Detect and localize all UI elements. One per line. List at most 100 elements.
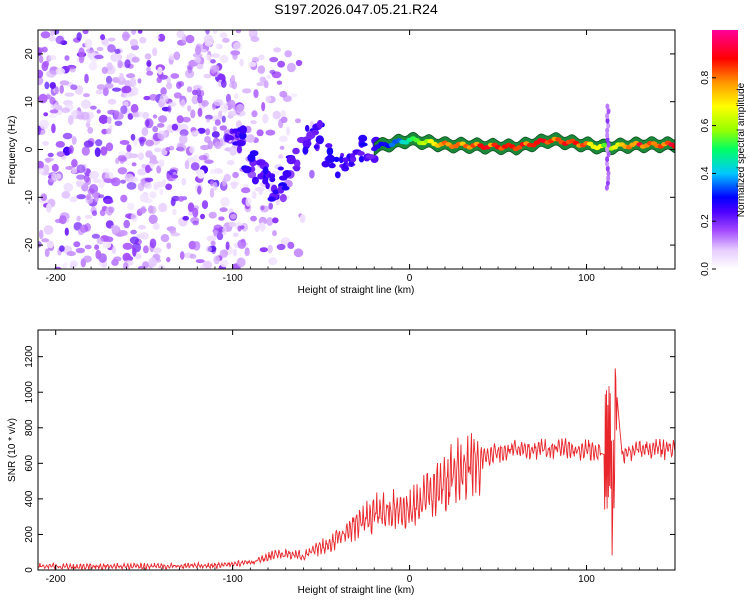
noise-blob <box>196 177 204 184</box>
signal-blob <box>272 189 280 195</box>
noise-blob <box>61 191 71 199</box>
noise-blob <box>38 69 44 79</box>
noise-blob <box>120 194 128 203</box>
noise-blob <box>131 56 140 63</box>
noise-blob <box>110 177 121 187</box>
snr-panel: -200 -100 0 100 0 200 400 600 800 1000 1200 Heigh… <box>7 329 676 596</box>
colorbar: 0.0 0.2 0.4 0.6 0.8 Normalized spectral ampl… <box>700 30 747 276</box>
noise-blob <box>48 55 57 61</box>
noise-blob <box>256 129 264 137</box>
noise-blob <box>137 30 143 34</box>
noise-blob <box>179 134 188 145</box>
noise-blob <box>295 59 303 67</box>
noise-blob <box>103 198 114 204</box>
noise-blob <box>251 191 257 199</box>
signal-blob <box>262 166 269 175</box>
noise-blob <box>129 39 139 47</box>
noise-blob <box>102 87 109 97</box>
noise-blob <box>239 58 245 67</box>
noise-blob <box>123 219 130 229</box>
noise-blob <box>43 225 54 235</box>
noise-blob <box>211 53 221 58</box>
y-tick-label: 600 <box>24 455 35 472</box>
noise-blob <box>50 30 55 37</box>
spike-blob <box>605 156 610 163</box>
noise-blob <box>278 135 288 142</box>
y-tick-label: -20 <box>24 237 35 252</box>
noise-blob <box>171 123 179 131</box>
noise-blob <box>295 118 301 124</box>
noise-blob <box>201 100 209 107</box>
snr-series-line <box>38 368 675 570</box>
noise-blob <box>186 86 193 93</box>
signal-blob <box>357 151 365 156</box>
noise-blob <box>54 101 60 109</box>
noise-blob <box>54 86 59 95</box>
noise-blob <box>64 55 70 61</box>
spike-blob <box>606 141 611 148</box>
spike-blob <box>606 122 611 129</box>
noise-blob <box>269 69 276 75</box>
signal-blob <box>267 196 276 202</box>
noise-blob <box>95 139 103 147</box>
noise-blob <box>242 88 252 94</box>
noise-blob <box>171 174 179 179</box>
noise-blob <box>309 169 315 179</box>
noise-blob <box>197 107 203 117</box>
noise-blob <box>264 95 272 103</box>
noise-blob <box>230 50 241 56</box>
noise-blob <box>114 120 123 127</box>
noise-blob <box>76 32 82 41</box>
noise-blob <box>44 248 50 257</box>
noise-blob <box>152 222 160 230</box>
noise-blob <box>92 178 101 183</box>
noise-blob <box>282 95 292 102</box>
noise-blob <box>138 111 144 117</box>
noise-blob <box>152 125 159 133</box>
noise-blob <box>220 197 230 207</box>
noise-blob <box>47 152 54 158</box>
noise-blob <box>219 259 229 268</box>
noise-blob <box>220 103 229 113</box>
noise-blob <box>131 162 137 167</box>
noise-blob <box>146 66 151 72</box>
noise-blob <box>81 146 90 156</box>
noise-blob <box>119 140 130 145</box>
noise-blob <box>190 162 200 171</box>
noise-blob <box>165 147 171 152</box>
noise-blob <box>49 97 56 105</box>
signal-blob <box>358 142 368 147</box>
noise-blob <box>205 128 211 136</box>
noise-blob <box>44 94 53 100</box>
noise-blob <box>196 56 202 64</box>
noise-blob <box>86 193 91 201</box>
noise-blob <box>144 177 154 182</box>
noise-blob <box>98 114 109 124</box>
noise-blob <box>257 65 266 74</box>
noise-blob <box>94 147 101 157</box>
noise-blob <box>225 241 230 250</box>
noise-blob <box>130 133 136 141</box>
noise-blob <box>210 240 216 246</box>
noise-blob <box>104 171 114 181</box>
noise-blob <box>112 87 122 92</box>
noise-blob <box>195 45 202 55</box>
noise-blob <box>94 54 104 60</box>
noise-blob <box>100 34 106 41</box>
noise-blob <box>107 37 116 42</box>
signal-blob <box>325 154 336 164</box>
noise-blob <box>153 247 162 254</box>
noise-blob <box>43 60 50 68</box>
noise-blob <box>63 182 74 192</box>
noise-blob <box>105 142 114 152</box>
noise-blob <box>107 98 117 105</box>
noise-blob <box>229 213 237 220</box>
noise-blob <box>145 119 150 127</box>
noise-blob <box>71 167 78 174</box>
noise-blob <box>185 34 195 44</box>
y-tick-label: 800 <box>24 419 35 436</box>
y-tick-label: 10 <box>24 96 35 108</box>
noise-blob <box>55 173 62 180</box>
y-tick-label: 0 <box>24 146 35 152</box>
